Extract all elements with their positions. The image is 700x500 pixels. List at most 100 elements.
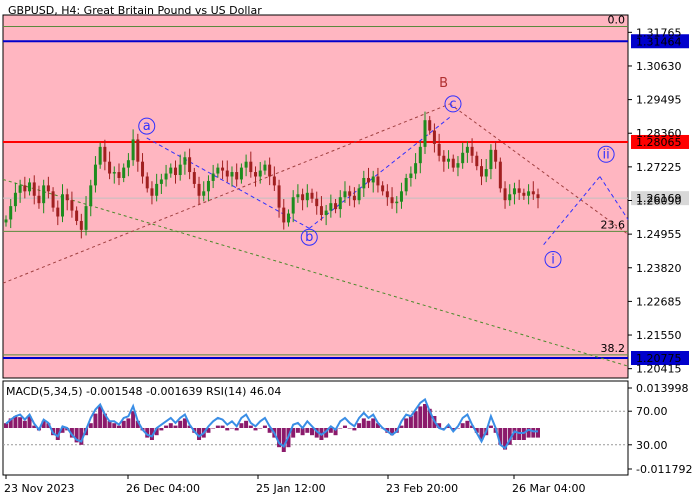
- candle-body: [352, 195, 356, 201]
- macd-histogram-bar: [164, 425, 169, 428]
- macd-histogram-bar: [74, 428, 79, 443]
- candle-body: [183, 157, 187, 165]
- macd-histogram-bar: [88, 423, 93, 428]
- wave-label-circle: [300, 228, 318, 246]
- candle-body: [376, 176, 380, 186]
- candle-body: [258, 170, 262, 177]
- macd-histogram-bar: [281, 428, 286, 452]
- candle-body: [399, 191, 403, 202]
- level-price-badge: [631, 34, 689, 49]
- macd-histogram-bar: [375, 423, 380, 428]
- candlesticks: [4, 111, 540, 239]
- macd-histogram-bar: [182, 418, 187, 428]
- macd-histogram-bar: [178, 420, 183, 428]
- candle-body: [404, 177, 408, 192]
- indicator-tick-label: 30.00: [636, 439, 668, 452]
- candle-body: [334, 203, 338, 210]
- macd-histogram-bar: [187, 425, 192, 428]
- price-tick-label: 1.30630: [636, 60, 682, 73]
- macd-histogram-bar: [4, 423, 8, 428]
- candle-body: [272, 176, 276, 186]
- price-tick-label: 1.29495: [636, 94, 682, 107]
- rsi-line: [5, 397, 538, 450]
- macd-histogram-bar: [206, 428, 211, 433]
- macd-histogram-bar: [470, 425, 475, 428]
- candle-body: [465, 146, 469, 153]
- candle-body: [357, 188, 361, 201]
- macd-histogram-bar: [22, 420, 27, 428]
- candle-body: [93, 164, 97, 186]
- candle-body: [51, 191, 55, 208]
- price-tick-label: 1.20415: [636, 363, 682, 376]
- main-plot-background: [2, 14, 629, 379]
- macd-histogram-bar: [328, 428, 333, 433]
- macd-histogram-bar: [18, 417, 23, 428]
- candle-body: [136, 139, 140, 162]
- candle-body: [319, 206, 323, 216]
- macd-histogram-bar: [300, 428, 305, 436]
- price-tick-label: 1.27225: [636, 161, 682, 174]
- candle-body: [531, 191, 535, 195]
- macd-histogram-bar: [536, 428, 540, 438]
- price-tick-label: 1.31765: [636, 26, 682, 39]
- macd-histogram-bar: [248, 425, 253, 428]
- macd-histogram-bar: [526, 428, 531, 438]
- macd-histogram-bar: [352, 428, 357, 431]
- candle-body: [150, 188, 154, 196]
- wave-label-text: c: [449, 97, 456, 112]
- wave-label-text: b: [305, 230, 313, 245]
- macd-histogram-bar: [258, 428, 263, 429]
- macd-histogram-bar: [314, 428, 319, 438]
- price-tick-label: 1.24955: [636, 228, 682, 241]
- macd-histogram-bar: [342, 425, 347, 428]
- candle-body: [202, 191, 206, 196]
- price-tick-label: 1.22685: [636, 295, 682, 308]
- macd-histogram-bar: [427, 408, 432, 428]
- candle-body: [122, 167, 126, 178]
- candle-body: [169, 167, 173, 174]
- candle-body: [13, 192, 17, 207]
- macd-histogram-bar: [277, 428, 282, 448]
- candle-body: [178, 164, 182, 176]
- candle-body: [437, 143, 441, 156]
- macd-histogram-bar: [455, 428, 460, 429]
- wave-label-text: a: [143, 119, 151, 134]
- macd-histogram-bar: [116, 425, 121, 428]
- candle-body: [155, 183, 159, 196]
- macd-histogram-bar: [135, 420, 140, 428]
- candle-body: [206, 180, 210, 192]
- candle-body: [263, 164, 267, 171]
- indicator-series: [3, 397, 628, 452]
- macd-histogram-bar: [310, 428, 315, 436]
- candle-body: [141, 161, 145, 177]
- candle-body: [381, 185, 385, 192]
- macd-histogram-bar: [93, 413, 98, 428]
- candle-body: [84, 206, 88, 230]
- level-price-label: 1.28065: [636, 136, 682, 149]
- candle-body: [503, 188, 507, 201]
- rising-channel-line: [2, 103, 451, 284]
- macd-histogram-bar: [488, 425, 493, 428]
- macd-histogram-bar: [13, 416, 18, 428]
- candle-body: [9, 206, 13, 220]
- macd-histogram-bar: [225, 428, 230, 431]
- macd-histogram-bar: [211, 428, 216, 429]
- wave-label-circle: [444, 95, 462, 113]
- candle-body: [475, 155, 479, 167]
- candle-body: [390, 197, 394, 204]
- macd-histogram-bar: [324, 428, 329, 438]
- candle-body: [131, 139, 135, 161]
- price-tick-label: 1.21550: [636, 329, 682, 342]
- macd-histogram-bar: [197, 428, 202, 440]
- macd-histogram-bar: [357, 423, 362, 428]
- candle-body: [254, 172, 258, 177]
- price-axis: 1.31765 1.30630 1.29495 1.28360 1.27225 1.260…: [628, 26, 682, 376]
- macd-histogram-bar: [154, 428, 159, 436]
- macd-histogram-bar: [234, 428, 239, 431]
- macd-histogram-bar: [413, 411, 418, 428]
- candle-body: [517, 188, 521, 193]
- candle-body: [296, 194, 300, 198]
- macd-histogram-bar: [474, 428, 479, 433]
- candle-body: [414, 163, 418, 174]
